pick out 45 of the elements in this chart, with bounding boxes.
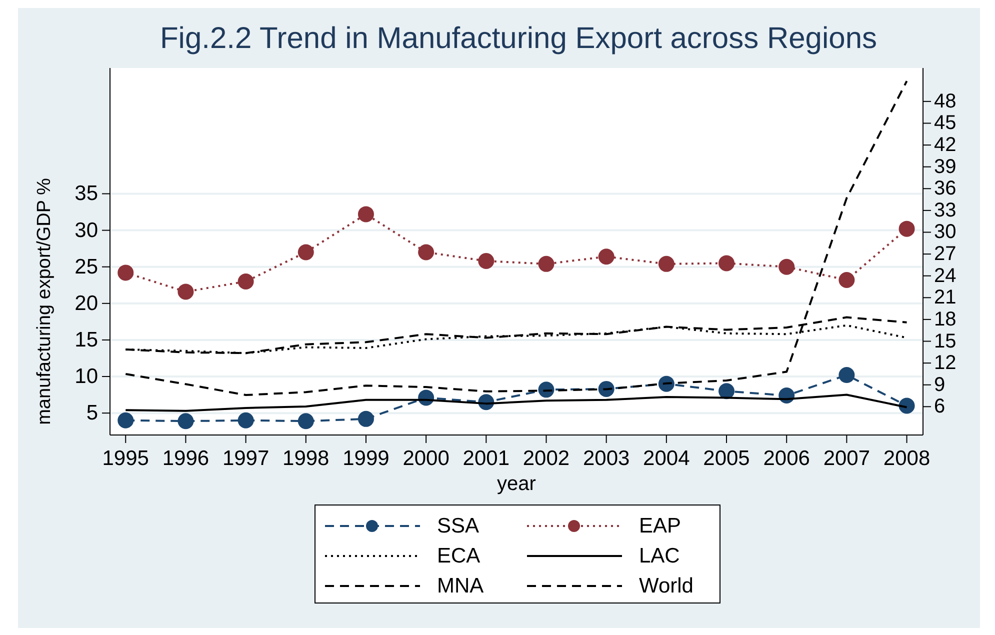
y-axis-title: manufacturing export/GDP % xyxy=(34,178,55,425)
x-tick-label: 2001 xyxy=(462,447,510,470)
legend-label: EAP xyxy=(639,514,682,538)
x-tick-label: 2008 xyxy=(883,447,930,470)
y2-tick-label: 6 xyxy=(934,396,946,418)
x-tick-label: 2000 xyxy=(402,447,450,470)
y2-tick-label: 12 xyxy=(934,352,956,374)
legend-label: MNA xyxy=(437,574,484,598)
y2-tick-label: 21 xyxy=(934,286,956,309)
x-tick-label: 2005 xyxy=(703,447,750,470)
y2-tick-label: 27 xyxy=(934,243,956,266)
y-tick-label: 20 xyxy=(74,292,98,315)
y2-tick-label: 45 xyxy=(934,112,956,134)
legend-label: ECA xyxy=(437,544,480,568)
x-tick-label: 1996 xyxy=(162,447,210,470)
y2-tick-label: 48 xyxy=(934,90,956,112)
x-tick-label: 2006 xyxy=(763,447,810,470)
y-tick-label: 30 xyxy=(74,218,98,242)
x-tick-label: 2007 xyxy=(823,447,870,470)
y2-tick-label: 24 xyxy=(934,264,956,287)
y2-tick-label: 9 xyxy=(934,374,946,396)
x-tick-label: 2002 xyxy=(522,447,570,470)
legend-label: World xyxy=(639,574,694,598)
chart-title: Fig.2.2 Trend in Manufacturing Export across Regions xyxy=(160,22,878,55)
y-tick-label: 5 xyxy=(86,402,98,425)
y-tick-label: 25 xyxy=(74,255,98,278)
y-tick-label: 15 xyxy=(74,328,98,352)
y-tick-label: 10 xyxy=(74,365,98,388)
y2-tick-label: 18 xyxy=(934,308,956,330)
legend-label: SSA xyxy=(437,514,480,538)
x-tick-label: 1995 xyxy=(102,447,149,470)
y2-tick-label: 15 xyxy=(934,330,956,352)
y2-tick-label: 33 xyxy=(934,199,956,222)
x-tick-label: 2003 xyxy=(582,447,630,470)
y2-tick-label: 39 xyxy=(934,156,956,178)
x-tick-label: 1999 xyxy=(342,447,390,470)
legend-label: LAC xyxy=(639,544,680,568)
x-tick-label: 1997 xyxy=(222,447,270,470)
y2-tick-label: 36 xyxy=(934,178,956,200)
y2-tick-label: 30 xyxy=(934,221,956,244)
x-tick-label: 1998 xyxy=(282,447,330,470)
y-tick-label: 35 xyxy=(74,182,98,206)
y2-tick-label: 42 xyxy=(934,134,956,156)
x-axis-title: year xyxy=(497,473,536,495)
x-tick-label: 2004 xyxy=(643,447,690,470)
